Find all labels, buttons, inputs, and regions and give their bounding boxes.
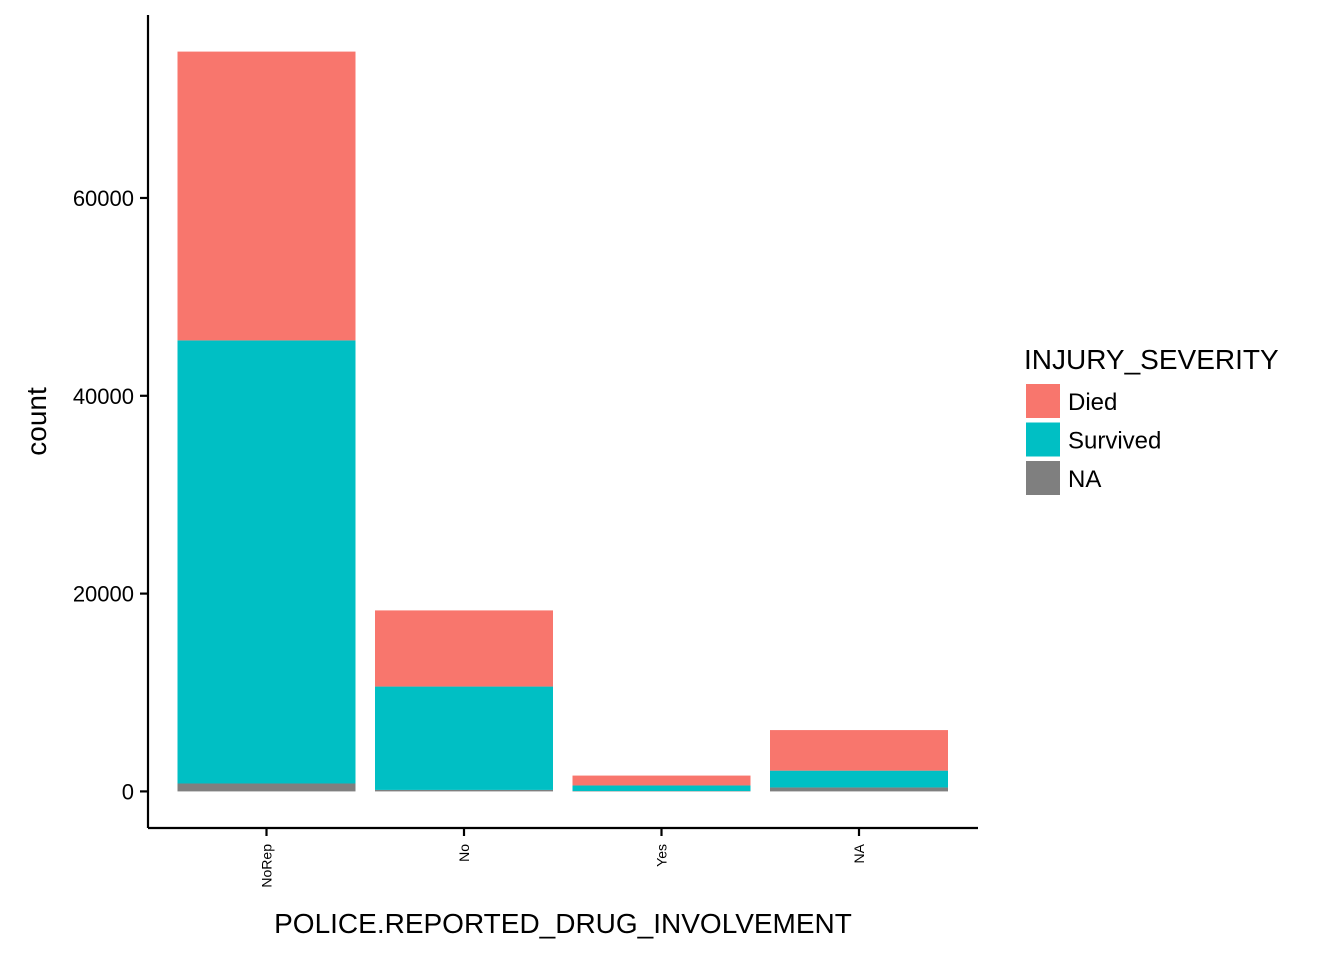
bar-norep-na: [178, 783, 356, 791]
bar-no-died: [375, 610, 553, 686]
legend-label-survived: Survived: [1068, 428, 1161, 455]
x-ticks: NoRep No Yes NA: [259, 828, 868, 888]
bar-na-died: [770, 730, 948, 771]
y-tick-label: 40000: [73, 384, 134, 409]
legend-items: Died Survived NA: [1026, 384, 1161, 495]
legend-title: INJURY_SEVERITY: [1024, 344, 1279, 375]
y-tick-label: 20000: [73, 582, 134, 607]
bar-norep-survived: [178, 340, 356, 783]
bar-yes-survived: [573, 785, 751, 791]
legend-swatch-died: [1026, 384, 1060, 418]
bar-yes-died: [573, 776, 751, 786]
legend: INJURY_SEVERITY Died Survived NA: [1024, 344, 1279, 495]
y-tick-label: 60000: [73, 186, 134, 211]
x-tick-label-na: NA: [851, 843, 867, 863]
legend-swatch-na: [1026, 461, 1060, 495]
legend-label-died: Died: [1068, 389, 1117, 416]
bar-na-na: [770, 787, 948, 791]
y-axis-title: count: [21, 387, 52, 456]
bar-norep-died: [178, 52, 356, 341]
bar-na-survived: [770, 771, 948, 788]
bar-no-survived: [375, 687, 553, 790]
bars-layer: [178, 52, 949, 792]
x-tick-label-norep: NoRep: [259, 844, 275, 888]
x-tick-label-no: No: [456, 844, 472, 862]
x-tick-label-yes: Yes: [654, 844, 670, 867]
legend-label-na: NA: [1068, 466, 1101, 493]
bar-no-na: [375, 790, 553, 791]
y-ticks: 0 20000 40000 60000: [73, 186, 148, 804]
y-tick-label: 0: [122, 779, 134, 804]
x-axis-title: POLICE.REPORTED_DRUG_INVOLVEMENT: [274, 908, 852, 939]
legend-swatch-survived: [1026, 423, 1060, 457]
